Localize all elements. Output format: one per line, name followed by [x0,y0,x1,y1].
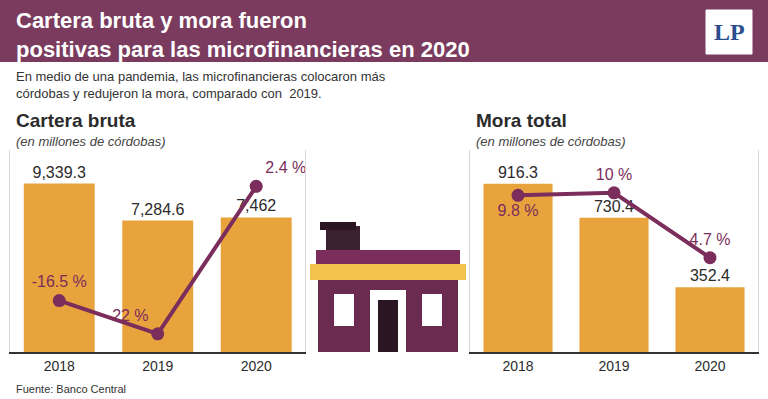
svg-text:(en millones de córdobas): (en millones de córdobas) [476,134,626,149]
svg-text:9,339.3: 9,339.3 [33,164,86,181]
svg-text:4.7 %: 4.7 % [690,231,731,248]
svg-text:916.3: 916.3 [498,164,538,181]
svg-text:2019: 2019 [598,358,629,374]
svg-text:2018: 2018 [44,358,75,374]
svg-text:2020: 2020 [694,358,725,374]
svg-text:Cartera bruta y mora fueronpos: Cartera bruta y mora fueronpositivas par… [16,8,470,62]
svg-text:2020: 2020 [241,358,272,374]
svg-text:Mora total: Mora total [476,110,567,131]
svg-text:9.8 %: 9.8 % [498,202,539,219]
svg-text:Fuente: Banco Central: Fuente: Banco Central [16,383,126,395]
svg-text:2.4 %: 2.4 % [265,159,306,176]
svg-text:7,284.6: 7,284.6 [131,201,184,218]
svg-text:LP: LP [714,19,745,45]
svg-text:En medio de una pandemia, las: En medio de una pandemia, las microfinan… [16,69,386,101]
svg-text:7,462: 7,462 [236,197,276,214]
svg-text:-16.5 %: -16.5 % [32,273,87,290]
svg-text:10 %: 10 % [596,166,632,183]
svg-text:2019: 2019 [142,358,173,374]
svg-text:Cartera bruta: Cartera bruta [16,110,136,131]
svg-text:(en millones de córdobas): (en millones de córdobas) [16,134,166,149]
svg-text:2018: 2018 [502,358,533,374]
svg-text:352.4: 352.4 [690,267,730,284]
svg-text:730.4: 730.4 [594,198,634,215]
svg-text:-22 %: -22 % [107,307,149,324]
